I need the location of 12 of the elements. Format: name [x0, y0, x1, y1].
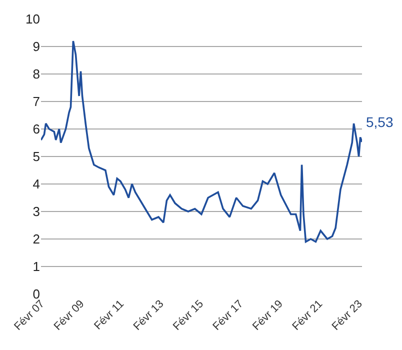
y-tick-label: 5 [32, 149, 40, 164]
y-tick-label: 7 [32, 94, 40, 110]
annotation: 5,53 [366, 114, 394, 130]
y-tick-label: 8 [32, 66, 40, 82]
y-tick-label: 9 [32, 39, 40, 54]
y-tick-label: 6 [32, 122, 40, 137]
y-tick-label: 4 [32, 176, 40, 192]
line-series [41, 40, 362, 243]
y-tick-label: 3 [32, 204, 40, 220]
y-tick-label: 10 [26, 12, 40, 27]
y-tick-label: 1 [32, 259, 40, 274]
y-tick-label: 2 [32, 232, 40, 247]
